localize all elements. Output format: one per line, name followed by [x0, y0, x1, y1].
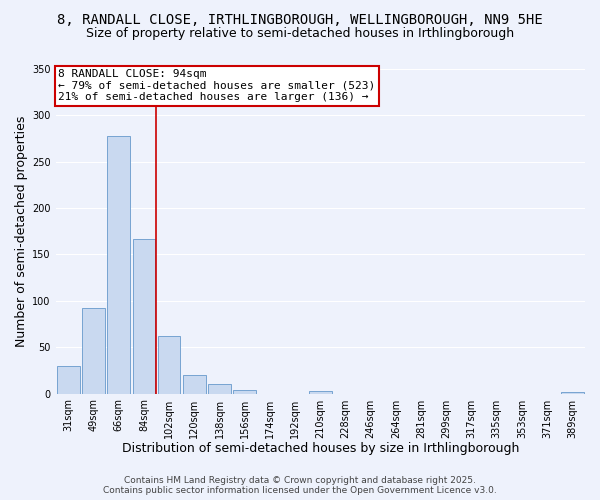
Text: 8 RANDALL CLOSE: 94sqm
← 79% of semi-detached houses are smaller (523)
21% of se: 8 RANDALL CLOSE: 94sqm ← 79% of semi-det…: [58, 69, 376, 102]
Bar: [309, 391, 332, 394]
Text: Contains HM Land Registry data © Crown copyright and database right 2025.
Contai: Contains HM Land Registry data © Crown c…: [103, 476, 497, 495]
Bar: [107, 136, 130, 394]
Bar: [133, 238, 155, 394]
Bar: [561, 392, 584, 394]
Y-axis label: Number of semi-detached properties: Number of semi-detached properties: [15, 116, 28, 347]
Bar: [208, 384, 231, 394]
Bar: [183, 375, 206, 394]
Bar: [233, 390, 256, 394]
Bar: [57, 366, 80, 394]
Text: Size of property relative to semi-detached houses in Irthlingborough: Size of property relative to semi-detach…: [86, 28, 514, 40]
X-axis label: Distribution of semi-detached houses by size in Irthlingborough: Distribution of semi-detached houses by …: [122, 442, 519, 455]
Text: 8, RANDALL CLOSE, IRTHLINGBOROUGH, WELLINGBOROUGH, NN9 5HE: 8, RANDALL CLOSE, IRTHLINGBOROUGH, WELLI…: [57, 12, 543, 26]
Bar: [82, 308, 105, 394]
Bar: [158, 336, 181, 394]
